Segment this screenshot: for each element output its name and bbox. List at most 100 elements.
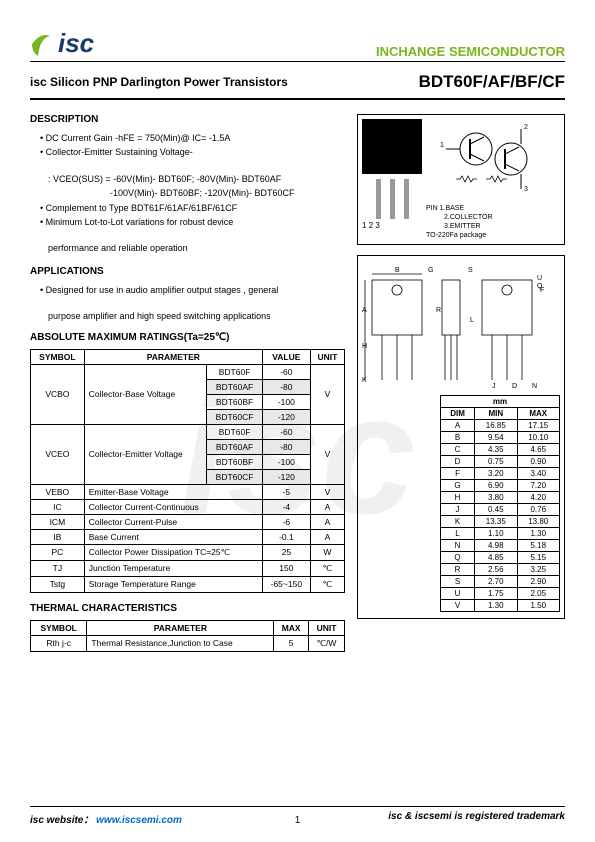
dim-cell: K bbox=[441, 516, 475, 528]
col: MAX bbox=[274, 620, 309, 635]
thermal-heading: THERMAL CHARACTERISTICS bbox=[30, 603, 345, 614]
mechanical-drawing: B G S F A H K R L J D N U Q mm bbox=[357, 255, 565, 619]
brand-name: INCHANGE SEMICONDUCTOR bbox=[376, 44, 565, 59]
svg-text:2: 2 bbox=[524, 124, 528, 131]
part-number: BDT60F/AF/BF/CF bbox=[419, 72, 565, 92]
dim-cell: D bbox=[441, 456, 475, 468]
dim-cell: H bbox=[441, 492, 475, 504]
cell: BDT60BF bbox=[207, 454, 263, 469]
cell: -65~150 bbox=[262, 576, 310, 592]
svg-text:1: 1 bbox=[440, 142, 444, 149]
cell: ℃ bbox=[310, 576, 344, 592]
app-item: Designed for use in audio amplifier outp… bbox=[40, 283, 345, 297]
logo-text: isc bbox=[58, 28, 94, 59]
cell: ℃ bbox=[310, 560, 344, 576]
cell: -6 bbox=[262, 514, 310, 529]
cell: IC bbox=[31, 499, 85, 514]
dim-cell: 2.05 bbox=[517, 588, 559, 600]
svg-text:L: L bbox=[470, 317, 474, 324]
dim-col: MIN bbox=[475, 408, 517, 420]
applications-heading: APPLICATIONS bbox=[30, 266, 345, 277]
dim-cell: 0.76 bbox=[517, 504, 559, 516]
svg-text:A: A bbox=[362, 307, 367, 314]
desc-sub: : VCEO(SUS) = -60V(Min)- BDT60F; -80V(Mi… bbox=[30, 172, 345, 186]
cell: BDT60F bbox=[207, 364, 263, 379]
dim-cell: S bbox=[441, 576, 475, 588]
cell: -80 bbox=[262, 439, 310, 454]
svg-text:Q: Q bbox=[537, 283, 543, 290]
app-sub: purpose amplifier and high speed switchi… bbox=[30, 309, 345, 323]
footer-link[interactable]: www.iscsemi.com bbox=[96, 815, 182, 826]
lead-labels: 1 2 3 bbox=[362, 221, 422, 230]
pin2: 2.COLLECTOR bbox=[426, 214, 493, 221]
desc-sub: -100V(Min)- BDT60BF; -120V(Min)- BDT60CF bbox=[30, 186, 345, 200]
col-unit: UNIT bbox=[310, 349, 344, 364]
dim-cell: V bbox=[441, 600, 475, 612]
dim-hdr: mm bbox=[441, 396, 560, 408]
cell: -120 bbox=[262, 409, 310, 424]
cell: Collector Power Dissipation TC=25℃ bbox=[84, 544, 262, 560]
dim-cell: A bbox=[441, 420, 475, 432]
cell: 150 bbox=[262, 560, 310, 576]
dim-cell: 2.70 bbox=[475, 576, 517, 588]
svg-text:D: D bbox=[512, 383, 517, 390]
cell: Thermal Resistance,Junction to Case bbox=[87, 635, 274, 651]
desc-item: Minimum Lot-to-Lot variations for robust… bbox=[40, 215, 345, 229]
cell: -100 bbox=[262, 454, 310, 469]
outline-icon: B G S F A H K R L J D N U Q bbox=[362, 262, 558, 392]
cell-param: Collector-Base Voltage bbox=[84, 364, 207, 424]
cell: BDT60CF bbox=[207, 409, 263, 424]
pin1: 1.BASE bbox=[440, 205, 465, 212]
dim-col: MAX bbox=[517, 408, 559, 420]
cell: -100 bbox=[262, 394, 310, 409]
dim-cell: 1.10 bbox=[475, 528, 517, 540]
dim-cell: 13.35 bbox=[475, 516, 517, 528]
cell: 5 bbox=[274, 635, 309, 651]
col: SYMBOL bbox=[31, 620, 87, 635]
cell: A bbox=[310, 514, 344, 529]
cell-sym: VCEO bbox=[31, 424, 85, 484]
logo-swoosh-icon bbox=[30, 30, 52, 58]
cell: -80 bbox=[262, 379, 310, 394]
dim-cell: 1.30 bbox=[475, 600, 517, 612]
cell: A bbox=[310, 529, 344, 544]
desc-sub: performance and reliable operation bbox=[30, 241, 345, 255]
dim-cell: R bbox=[441, 564, 475, 576]
package-diagram: 1 2 3 1 bbox=[357, 114, 565, 245]
desc-item: Collector-Emitter Sustaining Voltage- bbox=[40, 145, 345, 159]
dim-cell: 2.90 bbox=[517, 576, 559, 588]
pkg-name: TO-220Fa package bbox=[426, 232, 486, 239]
description-heading: DESCRIPTION bbox=[30, 114, 345, 125]
dimensions-table: mm DIM MIN MAX A16.8517.15B9.5410.10C4.3… bbox=[440, 395, 560, 612]
dim-cell: G bbox=[441, 480, 475, 492]
dim-cell: 16.85 bbox=[475, 420, 517, 432]
dim-cell: C bbox=[441, 444, 475, 456]
dim-cell: 7.20 bbox=[517, 480, 559, 492]
title-row: isc Silicon PNP Darlington Power Transis… bbox=[30, 66, 565, 100]
dim-cell: 17.15 bbox=[517, 420, 559, 432]
cell: BDT60CF bbox=[207, 469, 263, 484]
desc-item: Complement to Type BDT61F/61AF/61BF/61CF bbox=[40, 201, 345, 215]
dim-cell: 5.15 bbox=[517, 552, 559, 564]
dim-cell: 4.85 bbox=[475, 552, 517, 564]
cell: -120 bbox=[262, 469, 310, 484]
cell: -5 bbox=[262, 484, 310, 499]
cell: ℃/W bbox=[308, 635, 344, 651]
dim-cell: U bbox=[441, 588, 475, 600]
dim-cell: L bbox=[441, 528, 475, 540]
page-number: 1 bbox=[295, 815, 301, 826]
cell: Junction Temperature bbox=[84, 560, 262, 576]
cell: VEBO bbox=[31, 484, 85, 499]
dim-cell: 4.35 bbox=[475, 444, 517, 456]
header-bar: isc INCHANGE SEMICONDUCTOR bbox=[30, 28, 565, 62]
cell: BDT60BF bbox=[207, 394, 263, 409]
thermal-table: SYMBOL PARAMETER MAX UNIT Rth j-c Therma… bbox=[30, 620, 345, 652]
dim-cell: 3.40 bbox=[517, 468, 559, 480]
dim-cell: 4.20 bbox=[517, 492, 559, 504]
dim-cell: 5.18 bbox=[517, 540, 559, 552]
cell: A bbox=[310, 499, 344, 514]
svg-text:3: 3 bbox=[524, 186, 528, 193]
dim-cell: F bbox=[441, 468, 475, 480]
cell: Emitter-Base Voltage bbox=[84, 484, 262, 499]
svg-text:J: J bbox=[492, 383, 496, 390]
